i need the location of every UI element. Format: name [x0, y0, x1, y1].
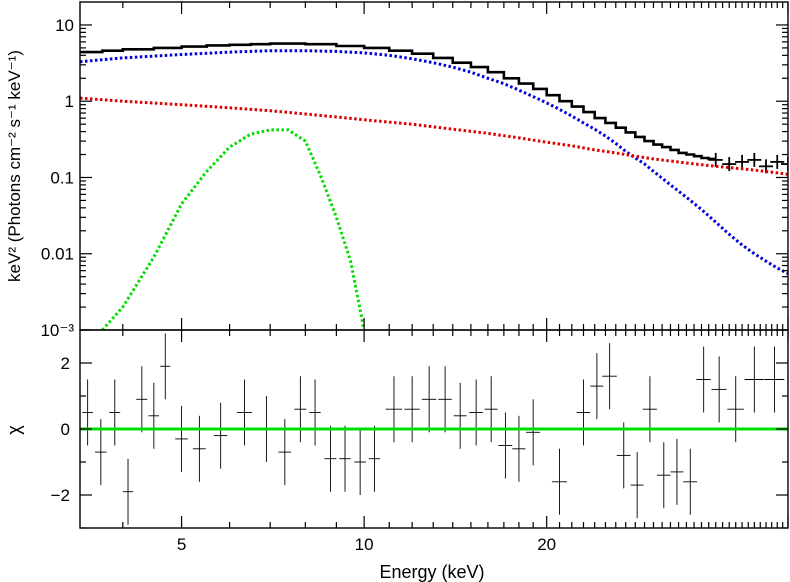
- residuals-panel: 20−2 5 10 20 χ Energy (keV): [4, 329, 789, 582]
- x-tick-label: 20: [537, 535, 556, 554]
- residuals-y-ticks: 2 0 −2: [51, 329, 788, 529]
- y-tick-label: 1: [65, 92, 74, 111]
- residuals-y-axis-label: χ: [4, 425, 24, 435]
- spectrum-frame: [79, 1, 789, 331]
- spectrum-curves: [80, 42, 788, 330]
- spectrum-y-axis-label: keV² (Photons cm⁻² s⁻¹ keV⁻¹): [5, 50, 24, 282]
- y-tick-label: −2: [51, 486, 70, 505]
- x-tick-label: 5: [177, 535, 186, 554]
- y-tick-label: 0: [61, 420, 70, 439]
- component-line-3: [80, 96, 788, 176]
- spectrum-panel: 10 1 0.1 0.01 10⁻³ keV² (Photons cm⁻² s⁻¹ ke…: [5, 1, 789, 340]
- y-tick-label: 0.1: [50, 168, 74, 187]
- component-line-4: [101, 128, 366, 330]
- y-tick-label: 2: [61, 354, 70, 373]
- residual-points: [82, 333, 785, 525]
- component-line-2: [80, 49, 788, 275]
- spectrum-y-ticks: 10 1 0.1 0.01 10⁻³: [40, 16, 788, 340]
- model-step-line: [80, 42, 716, 161]
- y-tick-label: 10: [55, 16, 74, 35]
- x-tick-label: 10: [355, 535, 374, 554]
- residuals-x-ticks: 5 10 20: [122, 330, 789, 554]
- x-axis-label: Energy (keV): [379, 562, 484, 582]
- spectrum-x-ticks: [122, 2, 789, 330]
- y-tick-label: 0.01: [41, 245, 74, 264]
- y-tick-label: 10⁻³: [40, 321, 74, 340]
